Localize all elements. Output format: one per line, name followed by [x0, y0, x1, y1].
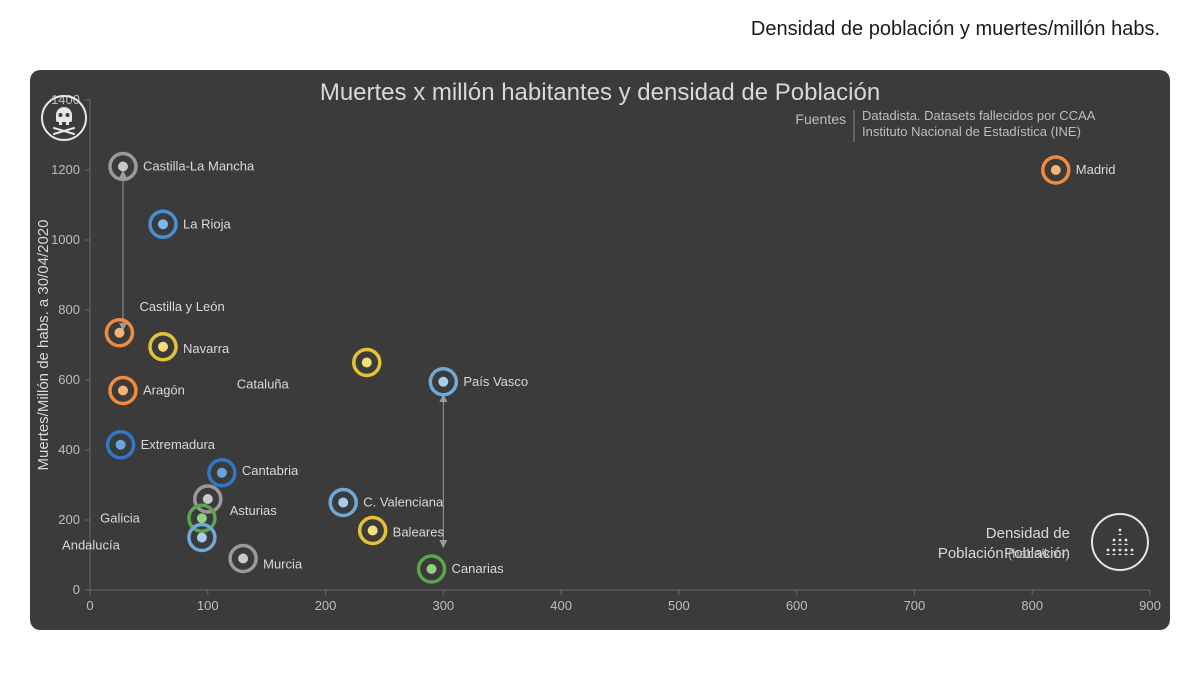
y-axis-label: Muertes/Millón de habs. a 30/04/2020	[35, 220, 52, 471]
point-label: C. Valenciana	[363, 495, 444, 510]
x-axis-label-l1: Densidad de	[986, 525, 1070, 542]
point-label: Asturias	[230, 503, 277, 518]
x-tick: 0	[86, 598, 93, 613]
x-tick: 300	[432, 598, 454, 613]
point-label: Castilla y León	[139, 299, 224, 314]
point-label: Navarra	[183, 341, 230, 356]
x-tick: 200	[315, 598, 337, 613]
point-label: Murcia	[263, 557, 303, 572]
point-label: Extremadura	[141, 437, 216, 452]
x-tick: 700	[904, 598, 926, 613]
scatter-chart: Muertes x millón habitantes y densidad d…	[30, 70, 1170, 630]
point-label: Madrid	[1076, 162, 1116, 177]
x-tick: 100	[197, 598, 219, 613]
point-label: La Rioja	[183, 216, 231, 231]
sources-line: Datadista. Datasets fallecidos por CCAA	[862, 108, 1096, 123]
x-tick: 500	[668, 598, 690, 613]
point-label: Cataluña	[237, 377, 290, 392]
page-title: Densidad de población y muertes/millón h…	[751, 18, 1160, 41]
point-label: Canarias	[452, 561, 505, 576]
x-tick: 900	[1139, 598, 1161, 613]
y-tick: 1200	[51, 162, 80, 177]
y-tick: 0	[73, 582, 80, 597]
sources-heading: Fuentes	[795, 111, 846, 127]
y-tick: 1000	[51, 232, 80, 247]
chart-title: Muertes x millón habitantes y densidad d…	[320, 79, 880, 106]
point-label: Aragón	[143, 383, 185, 398]
x-tick: 600	[786, 598, 808, 613]
point-label: Baleares	[393, 525, 445, 540]
y-tick: 800	[58, 302, 80, 317]
point-label: Andalucía	[62, 538, 121, 553]
point-label: Castilla-La Mancha	[143, 159, 255, 174]
y-tick: 200	[58, 512, 80, 527]
point-label: País Vasco	[463, 374, 528, 389]
y-tick: 600	[58, 372, 80, 387]
point-label: Galicia	[100, 510, 141, 525]
x-tick: 800	[1021, 598, 1043, 613]
point-label: Cantabria	[242, 463, 299, 478]
x-tick: 400	[550, 598, 572, 613]
x-axis-label-l2: Población (habs/km²)	[938, 545, 1070, 562]
sources-line: Instituto Nacional de Estadística (INE)	[862, 124, 1081, 139]
y-tick: 400	[58, 442, 80, 457]
